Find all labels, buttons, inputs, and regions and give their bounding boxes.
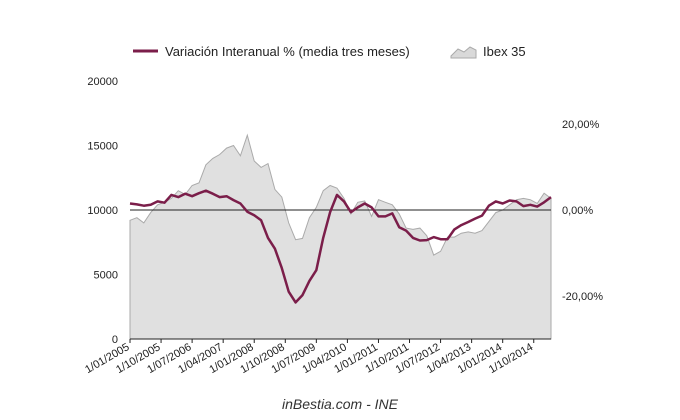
left-tick-label: 15000 <box>87 141 118 153</box>
left-tick-label: 0 <box>112 334 118 346</box>
legend: Variación Interanual % (media tres meses… <box>133 44 526 59</box>
right-tick-label: 20,00% <box>562 119 600 131</box>
series-area-ibex-35 <box>129 133 552 340</box>
legend-label-variacion: Variación Interanual % (media tres meses… <box>165 44 410 59</box>
right-axis: -20,00% 0,00% 20,00% <box>562 119 603 303</box>
left-tick-label: 10000 <box>87 205 118 217</box>
left-tick-label: 20000 <box>87 76 118 88</box>
plot-area <box>129 133 552 340</box>
x-axis: 1/01/20051/10/20051/07/20061/04/20071/01… <box>83 339 535 376</box>
source-text: inBestia.com - INE <box>282 396 399 412</box>
legend-area-swatch <box>450 46 477 59</box>
right-tick-label: -20,00% <box>562 291 603 303</box>
right-tick-label: 0,00% <box>562 205 593 217</box>
legend-label-ibex: Ibex 35 <box>483 44 526 59</box>
left-tick-label: 5000 <box>94 270 118 282</box>
series-line-variacion <box>129 189 552 304</box>
left-axis: 0 5000 10000 15000 20000 <box>87 76 118 346</box>
